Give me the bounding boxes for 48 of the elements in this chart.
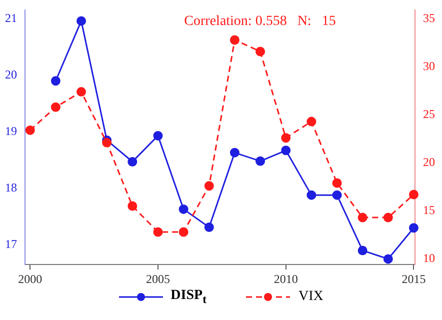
x-tick-label: 2005 [146, 272, 170, 286]
point [76, 16, 86, 26]
point [306, 116, 316, 126]
point [128, 156, 138, 166]
point [128, 201, 138, 211]
point [230, 35, 240, 45]
point [358, 212, 368, 222]
point [383, 254, 393, 264]
point [256, 156, 266, 166]
y2-tick-label: 15 [423, 202, 435, 217]
y-tick-label: 19 [5, 124, 17, 138]
point [358, 246, 368, 256]
point [204, 222, 214, 232]
point [178, 204, 188, 214]
point [281, 146, 291, 156]
legend-label: DISP$_{t}$ [170, 288, 206, 306]
point [50, 102, 60, 112]
y-tick-label: 20 [5, 67, 17, 82]
point [256, 46, 266, 56]
point [25, 125, 35, 135]
point [230, 148, 240, 158]
point [281, 133, 291, 143]
point [178, 227, 188, 237]
legend-label: VIX [298, 288, 324, 305]
point [153, 130, 163, 140]
point [332, 178, 342, 188]
point [102, 138, 112, 148]
y2-tick-label: 20 [423, 154, 435, 169]
annotation: Correlation: 0.558 N: 15 [184, 14, 336, 29]
x-tick-label: 2015 [402, 272, 426, 286]
point [76, 87, 86, 97]
point [332, 190, 342, 200]
y-tick-label: 17 [5, 236, 17, 251]
point [408, 223, 418, 233]
point [50, 76, 60, 86]
point [153, 227, 163, 237]
point [204, 181, 214, 191]
y-tick-label: 18 [5, 180, 17, 194]
x-tick-label: 2010 [274, 272, 298, 286]
y2-tick-label: 10 [423, 250, 435, 265]
y2-tick-label: 25 [423, 106, 435, 121]
point [306, 190, 316, 200]
point [408, 190, 418, 200]
y2-tick-label: 30 [423, 58, 435, 73]
y-tick-label: 21 [5, 10, 17, 25]
x-tick-label: 2000 [18, 272, 42, 286]
y2-tick-label: 35 [423, 10, 435, 25]
point [383, 212, 393, 222]
